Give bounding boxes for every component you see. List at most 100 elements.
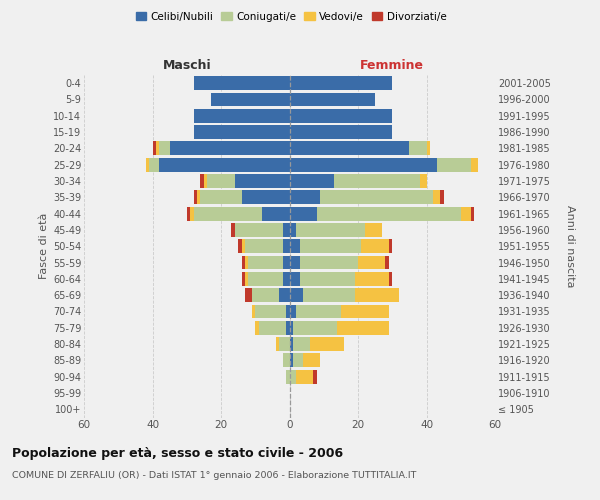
Bar [194,109,290,122]
Bar [283,272,290,286]
Bar [197,190,200,204]
Bar [242,190,290,204]
Bar [471,158,478,172]
Bar [317,206,461,220]
Bar [419,174,427,188]
Bar [313,370,317,384]
Bar [279,337,290,351]
Bar [296,223,365,237]
Bar [248,256,283,270]
Bar [200,190,242,204]
Bar [255,304,286,318]
Bar [255,321,259,334]
Bar [238,240,242,253]
Bar [245,256,248,270]
Bar [190,206,194,220]
Bar [334,174,419,188]
Bar [385,256,389,270]
Bar [290,158,437,172]
Bar [283,223,290,237]
Bar [365,223,382,237]
Bar [276,337,279,351]
Bar [245,240,283,253]
Bar [245,288,252,302]
Y-axis label: Anni di nascita: Anni di nascita [565,205,575,288]
Bar [170,142,290,156]
Bar [389,272,392,286]
Bar [290,206,317,220]
Bar [290,304,296,318]
Y-axis label: Fasce di età: Fasce di età [38,213,49,280]
Bar [290,109,392,122]
Bar [296,304,341,318]
Bar [245,272,248,286]
Bar [149,158,160,172]
Bar [286,321,290,334]
Bar [290,256,300,270]
Bar [252,288,279,302]
Bar [259,321,286,334]
Bar [293,321,337,334]
Bar [320,190,433,204]
Bar [290,92,375,106]
Bar [262,206,290,220]
Bar [204,174,208,188]
Bar [433,190,440,204]
Bar [146,158,149,172]
Bar [279,288,290,302]
Bar [290,142,409,156]
Bar [293,354,303,368]
Bar [290,370,296,384]
Bar [290,174,334,188]
Bar [194,76,290,90]
Bar [437,158,471,172]
Bar [310,337,344,351]
Bar [152,142,156,156]
Bar [290,288,303,302]
Bar [252,304,255,318]
Bar [290,76,392,90]
Bar [242,240,245,253]
Bar [194,125,290,139]
Bar [461,206,471,220]
Bar [290,354,293,368]
Text: Femmine: Femmine [360,59,424,72]
Bar [303,354,320,368]
Bar [211,92,290,106]
Bar [290,125,392,139]
Bar [409,142,427,156]
Bar [471,206,475,220]
Bar [200,174,204,188]
Legend: Celibi/Nubili, Coniugati/e, Vedovi/e, Divorziati/e: Celibi/Nubili, Coniugati/e, Vedovi/e, Di… [131,8,451,26]
Bar [194,190,197,204]
Bar [283,240,290,253]
Bar [427,142,430,156]
Bar [389,240,392,253]
Bar [283,256,290,270]
Bar [290,223,296,237]
Bar [156,142,160,156]
Bar [242,272,245,286]
Bar [290,190,320,204]
Bar [235,174,290,188]
Text: Maschi: Maschi [163,59,211,72]
Bar [160,158,290,172]
Bar [440,190,443,204]
Bar [290,337,293,351]
Bar [300,272,355,286]
Bar [300,240,361,253]
Bar [293,337,310,351]
Bar [290,272,300,286]
Bar [283,354,290,368]
Bar [341,304,389,318]
Bar [300,256,358,270]
Bar [290,321,293,334]
Bar [358,256,385,270]
Bar [355,288,399,302]
Bar [361,240,389,253]
Text: Popolazione per età, sesso e stato civile - 2006: Popolazione per età, sesso e stato civil… [12,448,343,460]
Bar [296,370,313,384]
Bar [286,304,290,318]
Bar [286,370,290,384]
Bar [187,206,190,220]
